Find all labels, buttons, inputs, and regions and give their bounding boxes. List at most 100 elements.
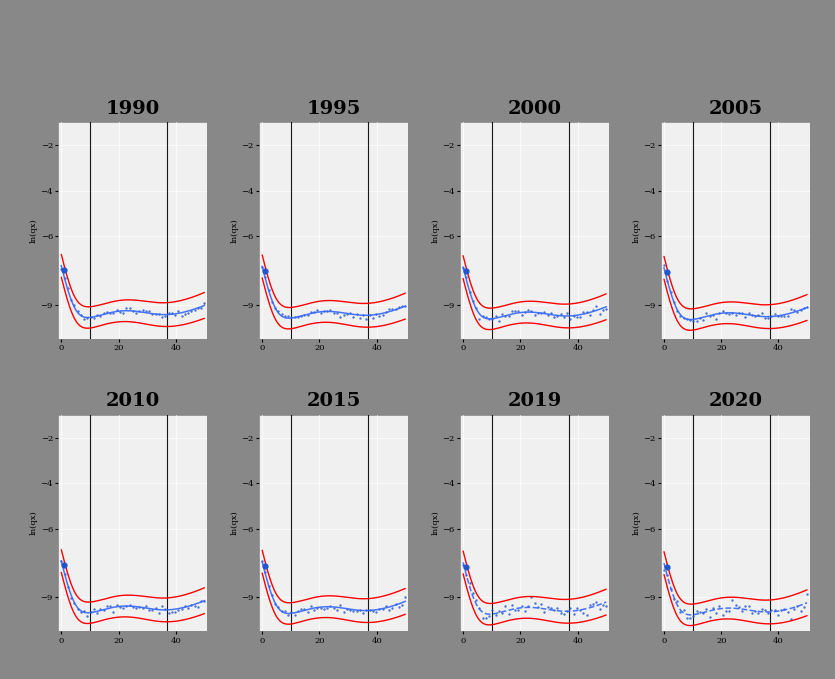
Point [483,611,496,622]
Point [574,604,587,615]
Point [357,310,370,320]
Point [81,312,94,323]
Point [509,306,522,317]
Point [797,303,811,314]
Point [667,593,681,604]
Point [460,272,473,282]
Y-axis label: ln(qx): ln(qx) [29,511,38,536]
Point [372,310,386,321]
Point [479,613,493,624]
Point [68,300,81,311]
Point [298,604,311,614]
Point [696,315,710,326]
Point [794,605,807,616]
Point [389,304,402,314]
Point [275,309,288,320]
Point [191,302,205,313]
Point [133,306,146,317]
Point [340,308,353,319]
Point [110,600,124,610]
Y-axis label: ln(qx): ln(qx) [29,218,38,243]
Point [285,607,298,618]
Point [719,308,732,318]
Point [84,312,97,323]
Point [110,304,124,315]
Point [343,604,357,615]
Point [528,310,541,320]
Point [590,596,603,607]
Point [524,591,538,602]
Point [593,308,606,319]
Point [551,311,564,322]
Point [333,600,347,611]
Point [198,595,211,606]
Point [90,608,104,619]
Point [71,603,84,614]
Point [259,567,272,578]
Point [483,313,496,324]
Point [736,307,749,318]
Point [768,309,782,320]
Title: 2019: 2019 [508,392,562,410]
Point [758,604,772,615]
Point [664,287,677,298]
Point [729,310,742,320]
Point [716,306,729,316]
Point [347,606,360,617]
Point [584,310,597,320]
Point [291,606,305,617]
Point [298,310,311,321]
Point [557,609,570,620]
Point [534,308,548,319]
Point [460,570,473,581]
Point [269,599,282,610]
Point [360,605,373,616]
Point [784,613,797,624]
Point [722,309,736,320]
Point [353,604,367,615]
Y-axis label: ln(qx): ln(qx) [432,511,439,536]
Point [185,600,198,610]
Point [772,610,785,621]
Point [188,600,201,611]
Point [379,601,392,612]
Point [495,308,509,319]
Point [700,603,713,614]
Point [114,306,127,317]
Title: 1995: 1995 [306,100,361,118]
Point [327,602,341,613]
Point [78,314,91,325]
Point [178,600,191,611]
Point [366,312,379,323]
Point [143,604,156,615]
Point [696,608,710,619]
Point [126,602,139,613]
Point [794,305,807,316]
Point [762,312,775,323]
Point [531,308,544,318]
Point [748,606,762,617]
Point [739,601,752,612]
Point [87,603,100,614]
Point [159,604,172,614]
Point [317,306,331,317]
Point [304,600,317,611]
Point [680,314,693,325]
Point [466,587,479,598]
Point [560,606,574,617]
Point [498,601,512,612]
Point [145,309,159,320]
Point [495,608,509,619]
Point [512,306,525,317]
Point [94,311,107,322]
Title: 2015: 2015 [306,392,361,410]
Point [564,603,577,614]
Point [331,308,344,318]
Point [311,602,324,613]
Point [712,308,726,318]
Point [741,600,755,611]
Point [777,604,791,615]
Point [671,306,684,316]
Point [136,305,149,316]
Point [271,306,285,316]
